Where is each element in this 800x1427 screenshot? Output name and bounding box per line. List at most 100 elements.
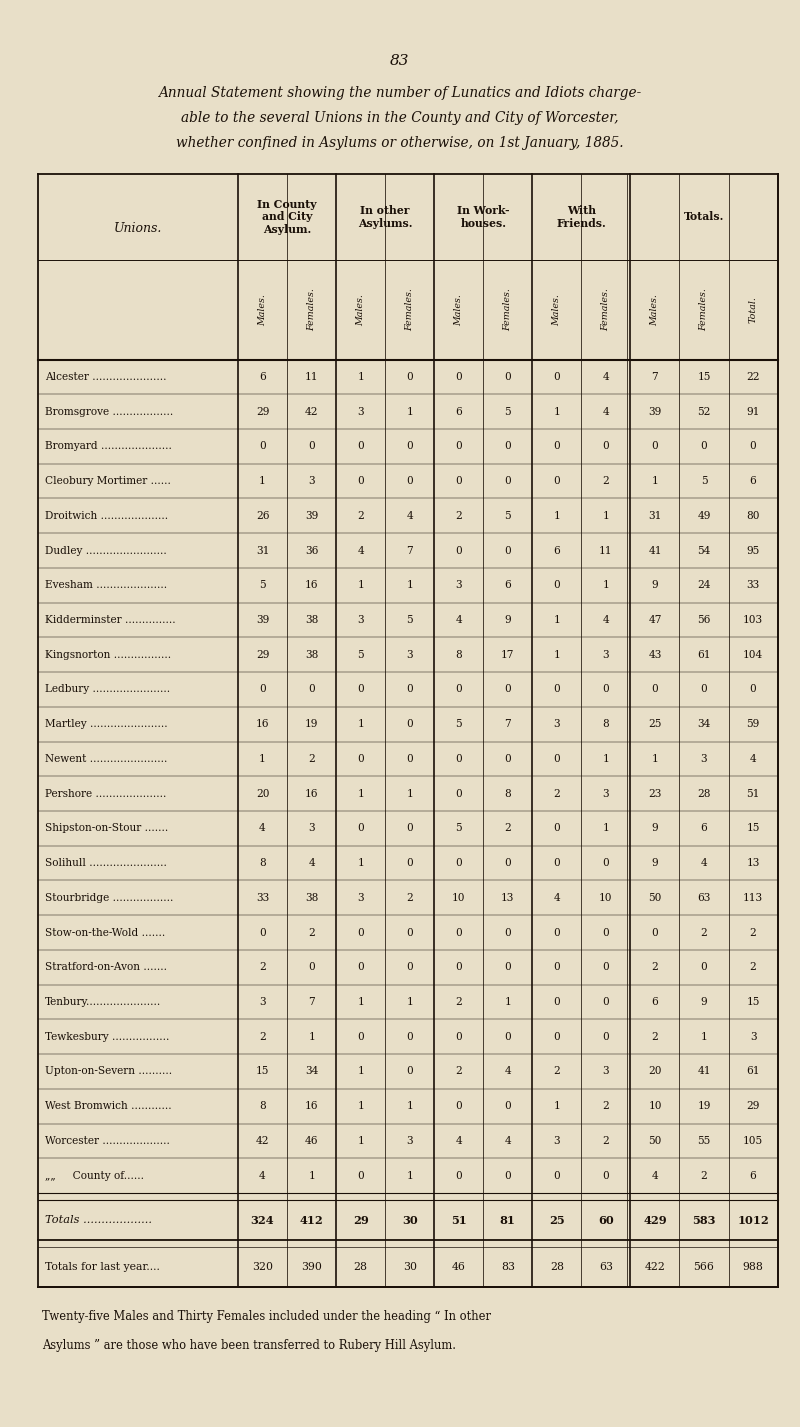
Text: 29: 29 <box>256 407 269 417</box>
Text: Upton-on-Severn ..........: Upton-on-Severn .......... <box>45 1066 172 1076</box>
Text: 0: 0 <box>602 685 610 695</box>
Text: 4: 4 <box>406 511 413 521</box>
Text: 31: 31 <box>648 511 662 521</box>
Text: 7: 7 <box>505 719 511 729</box>
Text: 0: 0 <box>358 441 364 451</box>
Text: 6: 6 <box>455 407 462 417</box>
Text: Males.: Males. <box>454 294 463 325</box>
Text: 1: 1 <box>602 511 610 521</box>
Text: Bromsgrove ..................: Bromsgrove .................. <box>45 407 173 417</box>
Text: 5: 5 <box>701 477 707 487</box>
Text: With
Friends.: With Friends. <box>557 205 606 228</box>
Text: 0: 0 <box>554 753 560 763</box>
Text: 6: 6 <box>505 581 511 591</box>
Text: whether confined in Asylums or otherwise, on 1st January, 1885.: whether confined in Asylums or otherwise… <box>176 136 624 150</box>
Text: 47: 47 <box>648 615 662 625</box>
Text: 0: 0 <box>308 685 315 695</box>
Text: 0: 0 <box>455 1102 462 1112</box>
Text: 0: 0 <box>505 962 511 972</box>
Text: 3: 3 <box>406 649 413 659</box>
Text: 1: 1 <box>602 823 610 833</box>
Text: Martley .......................: Martley ....................... <box>45 719 167 729</box>
Text: In other
Asylums.: In other Asylums. <box>358 205 413 228</box>
Text: 2: 2 <box>505 823 511 833</box>
Text: 7: 7 <box>406 545 413 555</box>
Text: Ledbury .......................: Ledbury ....................... <box>45 685 170 695</box>
Text: 39: 39 <box>648 407 662 417</box>
Text: 34: 34 <box>305 1066 318 1076</box>
Text: 29: 29 <box>256 649 269 659</box>
Text: 0: 0 <box>358 477 364 487</box>
Text: 2: 2 <box>750 928 757 938</box>
Text: 42: 42 <box>305 407 318 417</box>
Text: 63: 63 <box>599 1261 613 1273</box>
Text: 6: 6 <box>554 545 560 555</box>
Text: 3: 3 <box>406 1136 413 1146</box>
Text: 2: 2 <box>701 1170 707 1180</box>
Text: 0: 0 <box>602 962 610 972</box>
Text: 988: 988 <box>742 1261 763 1273</box>
Text: 10: 10 <box>599 893 613 903</box>
Text: 16: 16 <box>305 789 318 799</box>
Text: 0: 0 <box>505 1032 511 1042</box>
Text: 63: 63 <box>698 893 710 903</box>
Text: 10: 10 <box>648 1102 662 1112</box>
Text: 0: 0 <box>406 858 413 868</box>
Text: 2: 2 <box>701 928 707 938</box>
Text: 1: 1 <box>259 753 266 763</box>
Text: 17: 17 <box>501 649 514 659</box>
Text: 1: 1 <box>358 581 364 591</box>
Text: 80: 80 <box>746 511 760 521</box>
Text: 1: 1 <box>554 615 560 625</box>
Text: 38: 38 <box>305 893 318 903</box>
Text: 22: 22 <box>746 372 760 382</box>
Text: 1: 1 <box>505 997 511 1007</box>
Text: 0: 0 <box>701 962 707 972</box>
Text: 0: 0 <box>505 928 511 938</box>
Text: 4: 4 <box>259 1170 266 1180</box>
Text: 2: 2 <box>455 511 462 521</box>
Text: 0: 0 <box>455 1032 462 1042</box>
Text: Bromyard .....................: Bromyard ..................... <box>45 441 172 451</box>
Text: 54: 54 <box>698 545 710 555</box>
Text: 0: 0 <box>554 997 560 1007</box>
Text: 0: 0 <box>554 441 560 451</box>
Text: Evesham .....................: Evesham ..................... <box>45 581 167 591</box>
Text: Newent .......................: Newent ....................... <box>45 753 167 763</box>
Text: 0: 0 <box>406 928 413 938</box>
Text: 19: 19 <box>305 719 318 729</box>
Text: 50: 50 <box>648 893 662 903</box>
Text: 7: 7 <box>308 997 315 1007</box>
Text: 38: 38 <box>305 649 318 659</box>
Text: 1: 1 <box>308 1032 315 1042</box>
Text: 33: 33 <box>256 893 269 903</box>
Text: In Work-
houses.: In Work- houses. <box>457 205 510 228</box>
Text: 0: 0 <box>406 823 413 833</box>
Text: 0: 0 <box>406 1066 413 1076</box>
Text: 2: 2 <box>259 1032 266 1042</box>
Text: 0: 0 <box>554 962 560 972</box>
Text: 56: 56 <box>698 615 710 625</box>
Text: 23: 23 <box>648 789 662 799</box>
Text: 2: 2 <box>554 1066 560 1076</box>
Text: Females.: Females. <box>503 288 512 331</box>
Text: able to the several Unions in the County and City of Worcester,: able to the several Unions in the County… <box>181 111 619 124</box>
Text: 91: 91 <box>746 407 760 417</box>
Text: 4: 4 <box>602 615 610 625</box>
Text: 29: 29 <box>353 1214 369 1226</box>
Text: 3: 3 <box>701 753 707 763</box>
Text: 61: 61 <box>746 1066 760 1076</box>
Text: Stratford-on-Avon .......: Stratford-on-Avon ....... <box>45 962 167 972</box>
Text: 0: 0 <box>455 372 462 382</box>
Text: 422: 422 <box>645 1261 666 1273</box>
Text: Males.: Males. <box>356 294 365 325</box>
Text: Asylums ” are those who have been transferred to Rubery Hill Asylum.: Asylums ” are those who have been transf… <box>42 1339 456 1351</box>
Text: 0: 0 <box>554 1170 560 1180</box>
Text: Pershore .....................: Pershore ..................... <box>45 789 166 799</box>
Text: 15: 15 <box>256 1066 269 1076</box>
Text: 30: 30 <box>402 1214 418 1226</box>
Text: 0: 0 <box>358 928 364 938</box>
Text: 0: 0 <box>505 858 511 868</box>
Text: 5: 5 <box>406 615 413 625</box>
Text: 3: 3 <box>602 1066 610 1076</box>
